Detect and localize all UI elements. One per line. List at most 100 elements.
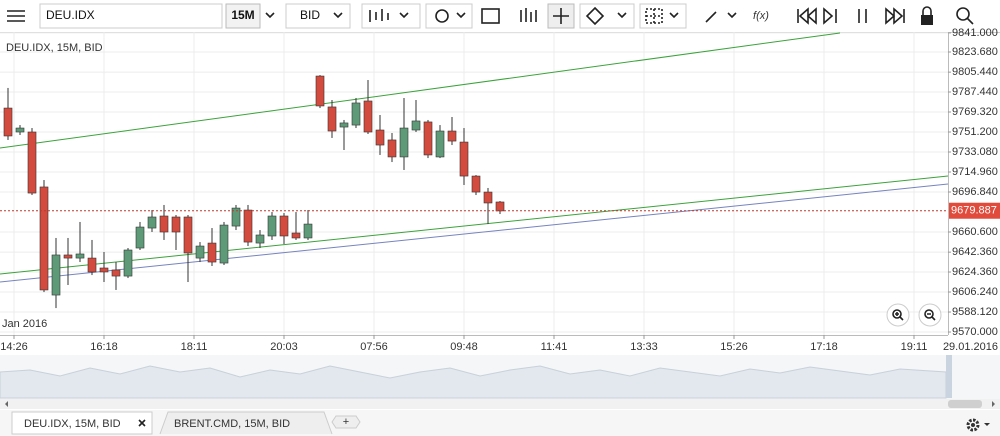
candle-body [231, 207, 241, 227]
y-tick-label: 9841.000 [952, 27, 998, 39]
candle-body [375, 129, 385, 146]
candle-body [39, 186, 49, 291]
y-tick-label: 9733.080 [952, 146, 998, 158]
navigator-handle[interactable] [946, 355, 952, 398]
current-price-label: 9679.887 [951, 205, 997, 217]
trend-line[interactable] [0, 183, 949, 283]
candle-body [51, 254, 61, 296]
candle-body [399, 127, 409, 158]
grid-icon [645, 8, 663, 24]
add-tab-button[interactable] [331, 415, 361, 429]
y-tick-label: 9660.600 [952, 226, 998, 238]
candle-body [123, 249, 133, 277]
autoscroll-button[interactable] [579, 3, 635, 29]
tab-label: BRENT.CMD, 15M, BID [174, 418, 290, 430]
draw-icon[interactable] [705, 11, 717, 23]
candle-body [159, 215, 169, 233]
chart-type-button[interactable] [361, 3, 421, 29]
y-tick-label: 9805.440 [952, 66, 998, 78]
current-price-box [949, 202, 1000, 219]
grid-dropdown [669, 12, 679, 19]
tab-active[interactable] [11, 411, 153, 435]
tab-close[interactable] [138, 419, 146, 427]
y-tick-label: 9769.320 [952, 106, 998, 118]
candle-body [15, 127, 25, 133]
x-tick-label: 15:26 [720, 341, 748, 353]
y-tick-label: 9570.000 [952, 326, 998, 338]
period-button[interactable] [225, 3, 261, 29]
crosshair-icon [553, 8, 569, 24]
search-button[interactable] [956, 7, 970, 21]
scrollbar-thumb[interactable] [948, 400, 982, 408]
period-dropdown[interactable] [265, 12, 275, 19]
trend-line[interactable] [0, 32, 841, 149]
tab[interactable] [159, 411, 333, 435]
trend-line[interactable] [0, 175, 949, 275]
candle-body [279, 215, 289, 237]
candle-body [351, 102, 361, 126]
step-button[interactable] [823, 7, 837, 25]
candle-body [171, 216, 181, 233]
candle-body [327, 106, 337, 132]
zoom-out-button[interactable] [918, 303, 942, 327]
x-tick-label: 14:26 [0, 341, 28, 353]
y-tick-label: 9714.960 [952, 166, 998, 178]
y-tick-label: 9624.360 [952, 266, 998, 278]
pause-button[interactable] [858, 9, 867, 23]
candle-body [459, 141, 469, 177]
add-tab-label: + [343, 416, 349, 428]
x-tick-label: 07:56 [360, 341, 388, 353]
x-tick-label: 11:41 [541, 341, 568, 353]
candle-body [435, 130, 445, 158]
candle-body [219, 224, 229, 264]
candle-body [27, 131, 37, 194]
candle-body [339, 122, 349, 128]
y-tick-label: 9696.840 [952, 186, 998, 198]
zoom-in-button[interactable] [886, 303, 910, 327]
candle-body [255, 234, 265, 244]
symbol-text: DEU.IDX [46, 8, 95, 22]
y-tick-label: 9606.240 [952, 286, 998, 298]
volume-icon[interactable] [520, 8, 537, 22]
symbol-input[interactable] [39, 3, 223, 29]
y-tick-label: 9642.360 [952, 246, 998, 258]
x-tick-label: 20:03 [270, 341, 298, 353]
y-tick-label: 9588.120 [952, 306, 998, 318]
side-dropdown [333, 12, 343, 19]
candle-body [363, 100, 373, 133]
x-tick-label: 13:33 [630, 341, 658, 353]
chart-type-dropdown [399, 12, 409, 19]
scrollbar[interactable] [0, 399, 1000, 409]
autoscroll-dropdown [617, 12, 627, 19]
candle-body [3, 107, 13, 137]
indicator-formula-button[interactable]: f(x) [753, 10, 769, 22]
x-tick-label: 17:18 [810, 341, 838, 353]
candle-body [75, 253, 85, 259]
x-tick-label: 19:11 [901, 341, 928, 353]
x-tick-label: 09:48 [450, 341, 478, 353]
rewind-button[interactable] [797, 7, 817, 25]
plot-area [0, 32, 948, 335]
tab-label: DEU.IDX, 15M, BID [24, 418, 121, 430]
candle-body [303, 223, 313, 239]
indicator-dropdown [456, 12, 466, 19]
candle-body [291, 232, 301, 239]
chart-type-icon [369, 9, 389, 22]
candle-body [387, 139, 397, 158]
lock-button[interactable] [921, 15, 933, 25]
x-tick-label: 16:18 [90, 341, 118, 353]
news-icon[interactable] [481, 8, 500, 24]
candle-body [87, 257, 97, 273]
candle-body [207, 242, 217, 263]
candle-body [267, 215, 277, 237]
indicator-icon [435, 9, 449, 23]
menu-button[interactable] [7, 10, 25, 22]
autoscroll-icon [585, 6, 605, 26]
forward-button[interactable] [885, 7, 905, 25]
indicator-button[interactable] [425, 3, 473, 29]
settings-button[interactable] [966, 418, 990, 432]
candle-body [63, 254, 73, 259]
candle-body [243, 209, 253, 243]
navigator-series [0, 365, 947, 399]
